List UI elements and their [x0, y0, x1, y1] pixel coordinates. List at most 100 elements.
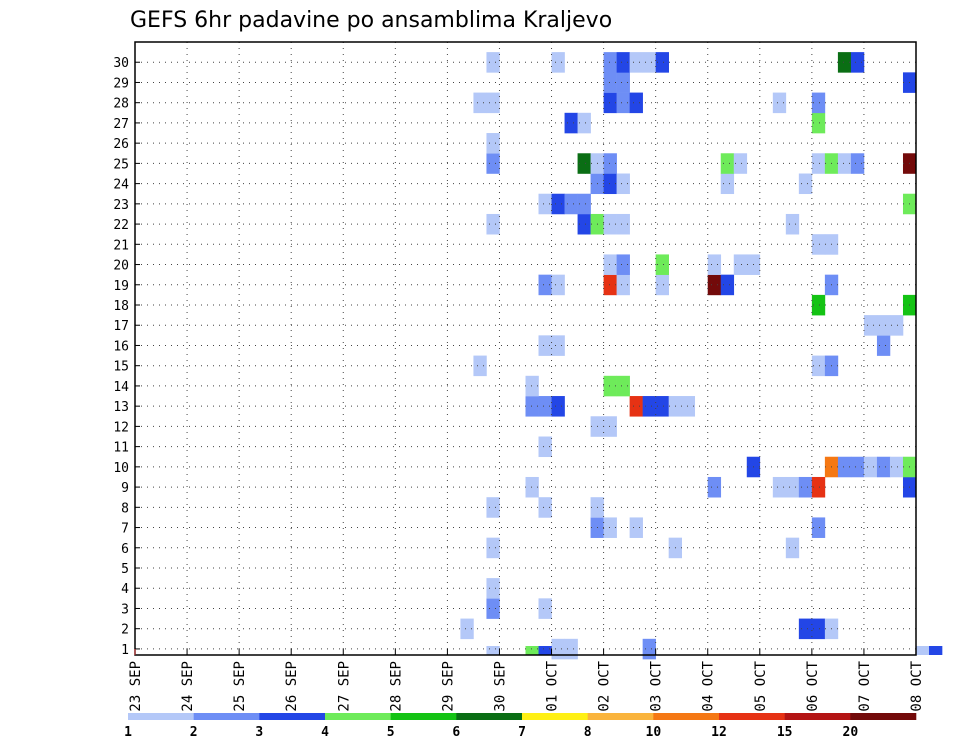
heatmap-cell [551, 52, 565, 73]
colorbar-label: 8 [584, 725, 592, 740]
heatmap-cell [811, 517, 826, 538]
colorbar-swatch [522, 713, 588, 720]
y-tick-label: 21 [113, 238, 129, 253]
heatmap-cell [785, 537, 800, 559]
heatmap-cell [707, 254, 722, 275]
heatmap-cell [837, 52, 852, 73]
heatmap-cell [603, 92, 617, 114]
y-tick-label: 28 [113, 97, 129, 112]
y-tick-label: 12 [113, 420, 129, 435]
heatmap-cell [603, 254, 617, 275]
heatmap-cell [642, 638, 656, 660]
y-tick-label: 26 [113, 137, 129, 152]
x-tick-label: 25 SEP [232, 661, 248, 712]
x-tick-label: 27 SEP [336, 661, 352, 712]
heatmap-cell [525, 396, 539, 417]
heatmap-cell [603, 52, 617, 73]
y-tick-label: 17 [113, 319, 129, 334]
y-tick-label: 4 [121, 582, 129, 597]
heatmap-cell [486, 92, 500, 114]
heatmap-cell [616, 173, 630, 195]
y-tick-label: 9 [121, 481, 129, 496]
chart-title: GEFS 6hr padavine po ansamblima Kraljevo [130, 8, 612, 33]
x-tick-label: 28 SEP [388, 661, 404, 712]
heatmap-cell [772, 92, 787, 114]
colorbar-swatch [587, 713, 654, 720]
y-tick-label: 25 [113, 157, 129, 172]
colorbar-label: 12 [711, 725, 727, 740]
heatmap-cell [551, 193, 565, 215]
colorbar-label: 7 [518, 725, 526, 740]
colorbar-swatch [259, 713, 326, 720]
heatmap-cell [929, 646, 943, 655]
y-tick-label: 29 [113, 76, 129, 91]
heatmap-cell [785, 213, 800, 235]
heatmap-cell [655, 52, 669, 73]
heatmap-cell [603, 274, 617, 296]
heatmap-cell [733, 153, 748, 174]
heatmap-cell [616, 92, 630, 114]
colorbar-swatch [193, 713, 260, 720]
heatmap-cell [720, 153, 735, 174]
heatmap-cell [525, 476, 539, 498]
heatmap-cell [850, 52, 865, 73]
heatmap-cell [811, 294, 826, 316]
heatmap-cell [603, 213, 617, 235]
y-tick-label: 13 [113, 400, 129, 415]
colorbar-label: 20 [843, 725, 859, 740]
colorbar-swatch [456, 713, 523, 720]
heatmap-cell [473, 355, 487, 377]
heatmap-cell [876, 315, 891, 336]
colorbar-swatch [719, 713, 785, 720]
heatmap-cell [876, 456, 891, 478]
heatmap-cell [525, 375, 539, 397]
y-tick-label: 7 [121, 522, 129, 537]
heatmap-cell [551, 396, 565, 417]
heatmap-cell [538, 274, 552, 296]
colorbar: 1 2 3 4 5 6 7 8 10 12 15 20 [124, 713, 917, 740]
colorbar-label: 3 [255, 725, 263, 740]
y-tick-label: 30 [113, 56, 129, 71]
heatmap-cell [837, 456, 852, 478]
colorbar-swatch [325, 713, 391, 720]
heatmap-cell [577, 112, 591, 134]
y-tick-label: 2 [121, 623, 129, 638]
heatmap-cell [733, 254, 748, 275]
colorbar-swatch [653, 713, 720, 720]
y-tick-label: 14 [113, 380, 129, 395]
heatmap-cell [603, 375, 617, 397]
heatmap-cell [551, 638, 565, 660]
y-tick-label: 22 [113, 218, 129, 233]
heatmap-cell [551, 335, 565, 356]
heatmap-cell [577, 153, 591, 174]
heatmap-cell [603, 72, 617, 93]
heatmap-cell [629, 396, 643, 417]
heatmap-cell [616, 213, 630, 235]
x-tick-label: 08 OCT [909, 660, 925, 711]
heatmap-cell [577, 193, 591, 215]
heatmap-cell [616, 72, 630, 93]
heatmap-cell [486, 646, 500, 655]
heatmap-cell [811, 153, 826, 174]
heatmap-cell [538, 436, 552, 458]
heatmap-cell [798, 618, 813, 640]
heatmap-cell [629, 52, 643, 73]
heatmap-cell [642, 396, 656, 417]
heatmap-cell [616, 52, 630, 73]
heatmap-cell [850, 456, 865, 478]
heatmap-cell [538, 396, 552, 417]
grid-lines [135, 42, 916, 655]
x-tick-label: 07 OCT [857, 660, 873, 711]
heatmap-cell [616, 254, 630, 275]
heatmap-cell [798, 173, 813, 195]
y-tick-label: 8 [121, 501, 129, 516]
heatmap-cell [616, 274, 630, 296]
colorbar-label: 4 [321, 725, 329, 740]
heatmap-cell [473, 92, 487, 114]
x-tick-label: 04 OCT [701, 660, 717, 711]
heatmap-cell [655, 254, 669, 275]
y-tick-label: 6 [121, 542, 129, 557]
heatmap-cell [538, 193, 552, 215]
heatmap-cell [642, 52, 656, 73]
